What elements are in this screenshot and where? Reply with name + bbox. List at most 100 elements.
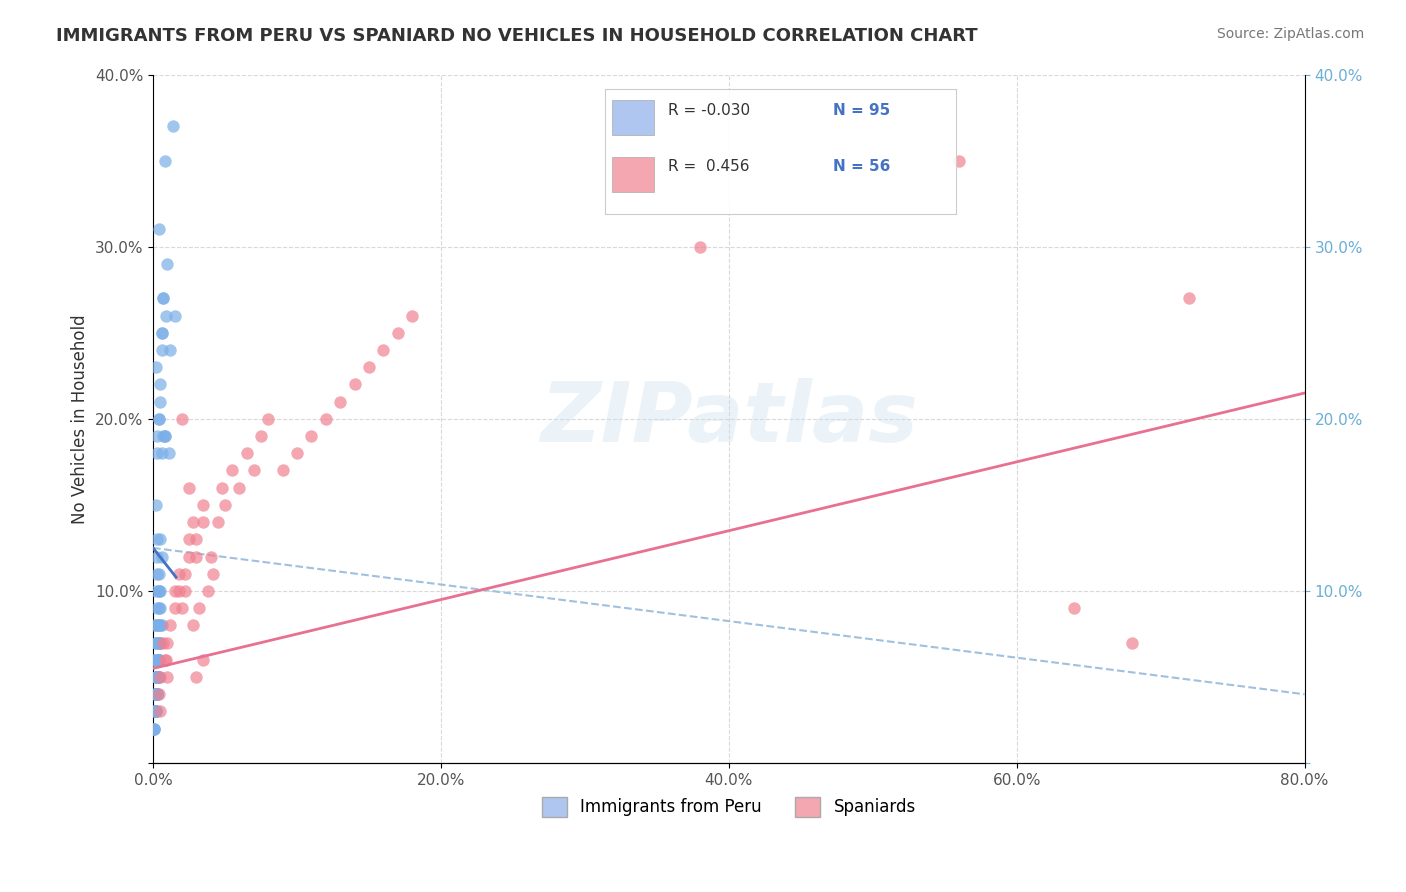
Point [214, 498, 236, 512]
Point [145, 687, 167, 701]
Text: Source: ZipAtlas.com: Source: ZipAtlas.com [1216, 27, 1364, 41]
Point [145, 687, 167, 701]
Point [148, 635, 170, 649]
Point [148, 222, 170, 236]
Point [149, 618, 172, 632]
Point [167, 566, 190, 581]
Point [148, 653, 170, 667]
Point [149, 601, 172, 615]
Point [207, 515, 229, 529]
Point [145, 635, 167, 649]
Point [193, 653, 215, 667]
Point [145, 670, 167, 684]
Point [146, 618, 169, 632]
FancyBboxPatch shape [612, 157, 654, 192]
Point [153, 653, 176, 667]
Point [315, 412, 337, 426]
Point [146, 670, 169, 684]
Point [221, 463, 243, 477]
Point [150, 549, 173, 564]
Point [143, 722, 166, 736]
Point [149, 705, 172, 719]
Point [148, 670, 170, 684]
Point [186, 533, 208, 547]
Point [152, 291, 174, 305]
Point [156, 670, 179, 684]
Point [149, 394, 172, 409]
Point [156, 257, 179, 271]
Point [146, 687, 169, 701]
Point [146, 670, 169, 684]
FancyBboxPatch shape [612, 101, 654, 136]
Point [148, 653, 170, 667]
Point [146, 635, 169, 649]
Point [183, 515, 205, 529]
Point [170, 412, 193, 426]
Point [146, 618, 169, 632]
Point [193, 498, 215, 512]
Point [186, 549, 208, 564]
Point [145, 705, 167, 719]
Point [145, 705, 167, 719]
Point [145, 498, 167, 512]
Point [177, 533, 200, 547]
Point [146, 670, 169, 684]
Point [145, 687, 167, 701]
Point [177, 481, 200, 495]
Point [188, 601, 211, 615]
Point [689, 240, 711, 254]
Point [148, 566, 170, 581]
Text: N = 56: N = 56 [832, 159, 890, 174]
Point [228, 481, 250, 495]
Point [193, 515, 215, 529]
Point [173, 584, 195, 599]
Point [150, 326, 173, 340]
Point [146, 618, 169, 632]
Point [150, 446, 173, 460]
Point [150, 618, 173, 632]
Text: N = 95: N = 95 [832, 103, 890, 118]
Point [155, 309, 177, 323]
Point [149, 584, 172, 599]
Point [149, 533, 172, 547]
Point [146, 687, 169, 701]
Legend: Immigrants from Peru, Spaniards: Immigrants from Peru, Spaniards [536, 790, 922, 823]
Point [155, 653, 177, 667]
Point [271, 463, 294, 477]
Point [145, 705, 167, 719]
Point [357, 360, 380, 375]
Point [163, 309, 186, 323]
Point [146, 549, 169, 564]
Point [143, 705, 166, 719]
Point [146, 687, 169, 701]
Point [285, 446, 308, 460]
Point [146, 670, 169, 684]
Point [146, 670, 169, 684]
Point [143, 705, 166, 719]
Point [145, 687, 167, 701]
Point [162, 119, 184, 133]
Point [153, 429, 176, 443]
Point [146, 670, 169, 684]
Point [145, 687, 167, 701]
Point [170, 601, 193, 615]
Point [243, 463, 266, 477]
Point [163, 601, 186, 615]
Point [148, 653, 170, 667]
Point [373, 343, 395, 357]
Point [153, 153, 176, 168]
Point [1121, 635, 1143, 649]
Point [148, 687, 170, 701]
Point [148, 601, 170, 615]
Point [167, 584, 190, 599]
Text: R =  0.456: R = 0.456 [668, 159, 749, 174]
Point [183, 618, 205, 632]
Point [150, 326, 173, 340]
Point [148, 653, 170, 667]
Point [146, 533, 169, 547]
Point [159, 343, 181, 357]
Point [173, 566, 195, 581]
Point [329, 394, 352, 409]
Point [146, 446, 169, 460]
Point [235, 446, 257, 460]
